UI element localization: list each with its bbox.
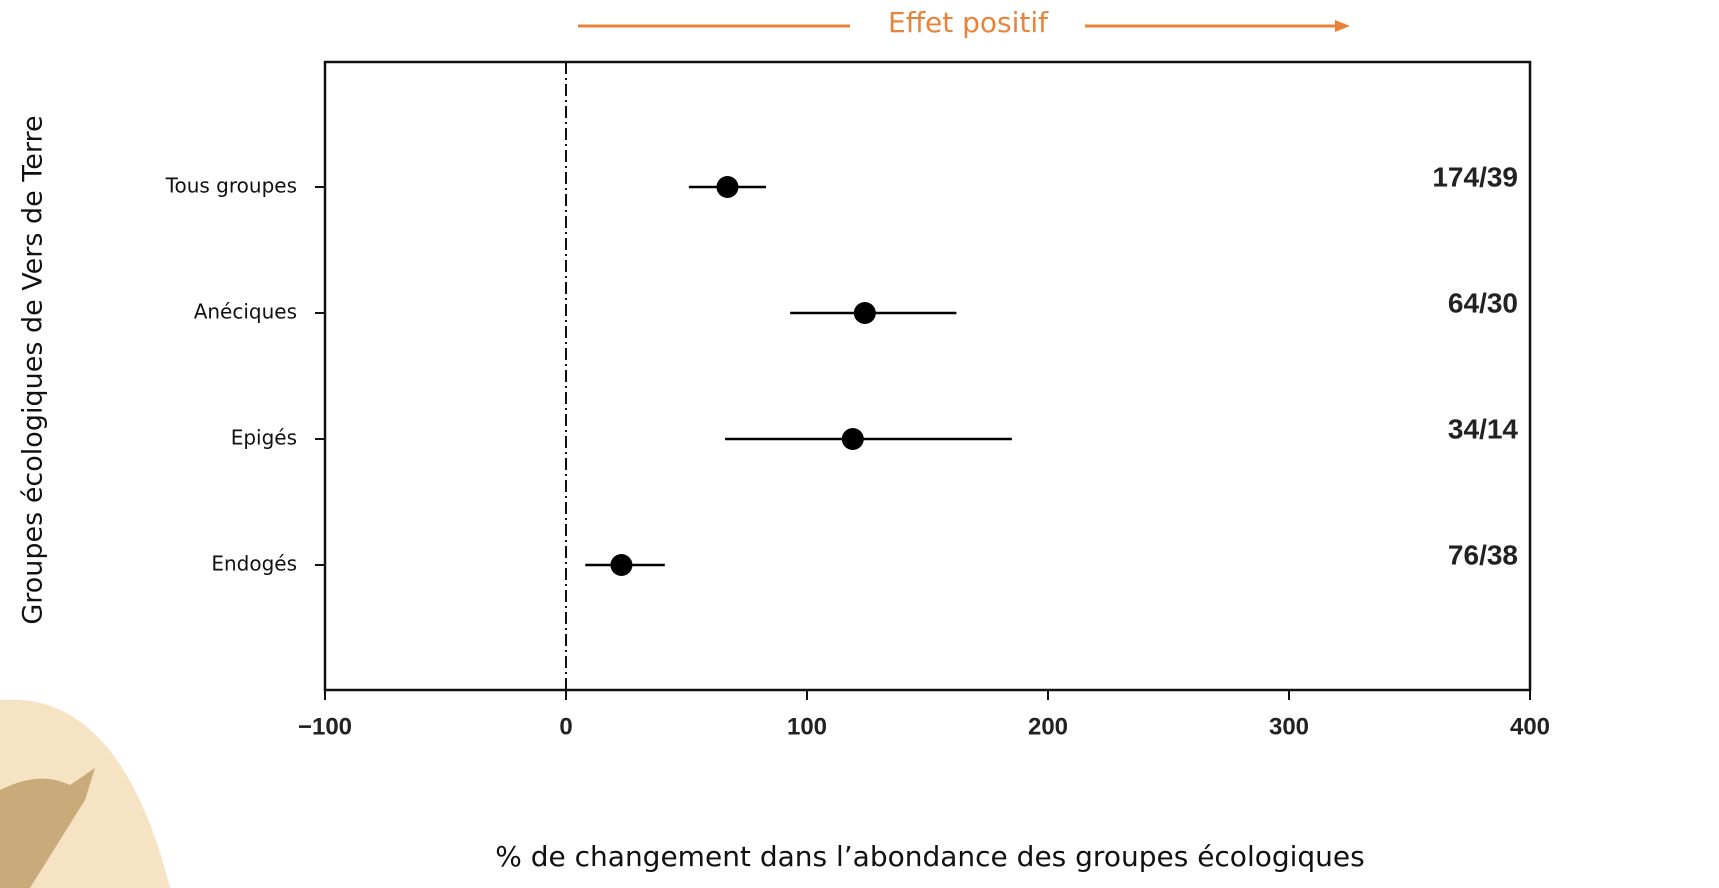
category-label: Tous groupes (165, 174, 297, 198)
chart: Groupes écologiques de Vers de Terre % d… (0, 0, 1719, 888)
chart-title: Effet positif (888, 6, 1049, 39)
point (716, 176, 738, 198)
y-axis-title: Groupes écologiques de Vers de Terre (18, 115, 49, 624)
category-label: Endogés (211, 552, 297, 576)
x-tick-label: −100 (298, 713, 352, 740)
n-label: 174/39 (1432, 161, 1518, 192)
x-tick-label: 200 (1028, 713, 1068, 740)
n-label: 64/30 (1448, 287, 1518, 318)
plot-frame (325, 62, 1530, 690)
n-label: 76/38 (1448, 539, 1518, 570)
point (610, 554, 632, 576)
category-label: Epigés (231, 426, 297, 450)
x-tick-label: 0 (559, 713, 572, 740)
title-arrow-head (1335, 20, 1350, 32)
point (842, 428, 864, 450)
n-label: 34/14 (1448, 413, 1518, 444)
x-tick-label: 300 (1269, 713, 1309, 740)
x-tick-label: 100 (787, 713, 827, 740)
category-label: Anéciques (194, 300, 297, 324)
x-axis-title: % de changement dans l’abondance des gro… (495, 840, 1365, 873)
x-tick-label: 400 (1510, 713, 1550, 740)
point (854, 302, 876, 324)
